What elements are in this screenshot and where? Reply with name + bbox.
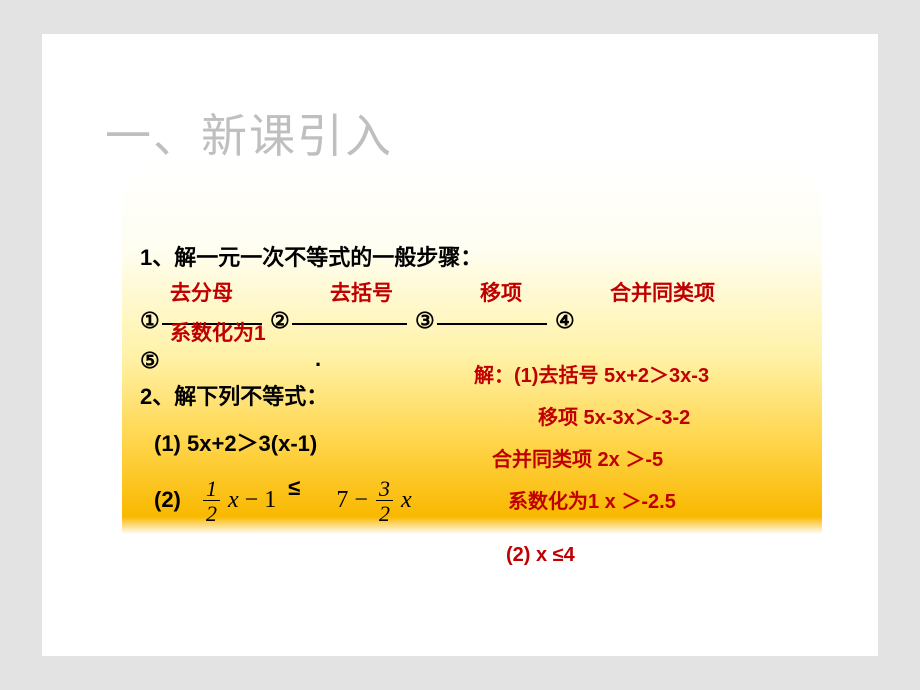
period: .	[315, 341, 321, 376]
frac1-num: 1	[203, 478, 220, 501]
le-sign: ≤	[288, 475, 300, 500]
fraction-2: 3 2	[376, 478, 393, 525]
step-num-5: ⑤	[140, 343, 160, 378]
step-answer-4: 合并同类项	[610, 277, 715, 311]
solution-l3: 合并同类项 2x ＞-5	[492, 444, 663, 476]
q1-title: 1、解一元一次不等式的一般步骤：	[140, 240, 820, 275]
expr-mid2: x	[401, 487, 412, 513]
solution-head: 解：(1)去括号 5x+2＞3x-3	[474, 360, 709, 392]
solution-l5: (2) x ≤4	[506, 539, 575, 571]
step-answer-3: 移项	[480, 277, 522, 311]
solution-l4: 系数化为1 x ＞-2.5	[508, 486, 676, 518]
expr-mid1: x	[228, 487, 239, 513]
frac2-num: 3	[376, 478, 393, 501]
solution-l2: 移项 5x-3x＞-3-2	[538, 402, 690, 434]
frac2-den: 2	[376, 501, 393, 525]
content-area: 1、解一元一次不等式的一般步骤： 去分母 去括号 移项 合并同类项 ① ② ③ …	[140, 240, 820, 531]
step-answer-2: 去括号	[330, 277, 393, 311]
step-answer-1: 去分母	[170, 277, 233, 311]
frac1-den: 2	[203, 501, 220, 525]
q2-problem-2: (2) 1 2 x − 1 ≤ 7 − 3 2 x	[154, 478, 820, 525]
fraction-1: 1 2	[203, 478, 220, 525]
q1-steps-line2: 系数化为1 ⑤ .	[140, 321, 820, 365]
q2-problem-1: (1) 5x+2＞3(x-1)	[154, 426, 820, 461]
q2-p2-label: (2)	[154, 487, 181, 512]
section-heading: 一、新课引入	[105, 100, 393, 166]
step-answer-5: 系数化为1	[170, 317, 266, 351]
